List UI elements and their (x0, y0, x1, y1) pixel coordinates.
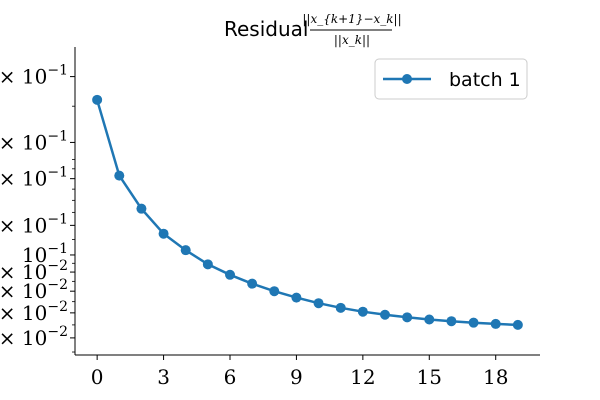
data-point (357, 306, 368, 317)
data-point (202, 259, 213, 270)
y-tick-label: × 10−1 (0, 165, 68, 191)
data-point (446, 316, 457, 327)
legend-frame (374, 58, 528, 100)
data-point (490, 318, 501, 329)
chart-title-text: Residual (224, 17, 308, 41)
legend-label-batch-1: batch 1 (449, 69, 521, 91)
data-point (92, 94, 103, 105)
data-point (335, 302, 346, 313)
axes (74, 47, 540, 356)
x-tick-label: 15 (417, 365, 442, 389)
y-tick-label: × 10−2 (0, 299, 68, 325)
y-tick-label: × 10−2 (0, 258, 68, 284)
y-tick-label: × 10−2 (0, 324, 68, 350)
series-line (95, 99, 518, 327)
y-tick-label: × 10−1 (0, 128, 68, 154)
series-batch-1 (92, 94, 523, 330)
legend: batch 1 (374, 58, 528, 100)
data-point (158, 228, 169, 239)
legend-marker (402, 74, 412, 84)
y-tick-label: × 10−1 (0, 63, 68, 89)
y-tick-label: × 10−1 (0, 211, 68, 237)
title-formula-denominator: ||x_k|| (334, 33, 370, 47)
x-tick-label: 9 (290, 365, 303, 389)
data-point (247, 278, 258, 289)
data-point (468, 317, 479, 328)
x-tick-label: 0 (91, 365, 104, 389)
data-point (380, 309, 390, 320)
title-formula-numerator: ||x_{k+1}−x_k|| (302, 12, 401, 26)
data-point (136, 203, 147, 214)
x-tick-label: 6 (224, 365, 237, 389)
chart-title: Residual ||x_{k+1}−x_k|| ||x_k|| (224, 12, 402, 47)
y-axis-ticks: × 10−1× 10−1× 10−1× 10−110−1× 10−2× 10−2… (0, 63, 75, 353)
data-point (114, 170, 125, 181)
data-point (291, 292, 302, 303)
x-axis-ticks: 0 3 6 9 12 15 18 (91, 355, 508, 389)
data-point (402, 312, 413, 323)
data-point (180, 245, 191, 256)
y-tick-label: × 10−2 (0, 277, 68, 303)
y-tick-label: 10−1 (22, 241, 68, 267)
x-tick-label: 18 (483, 365, 508, 389)
data-point (313, 298, 324, 309)
x-tick-label: 12 (350, 365, 375, 389)
data-point (512, 319, 523, 330)
data-point (424, 314, 435, 325)
data-point (225, 269, 235, 280)
data-point (269, 286, 280, 297)
x-tick-label: 3 (157, 365, 170, 389)
